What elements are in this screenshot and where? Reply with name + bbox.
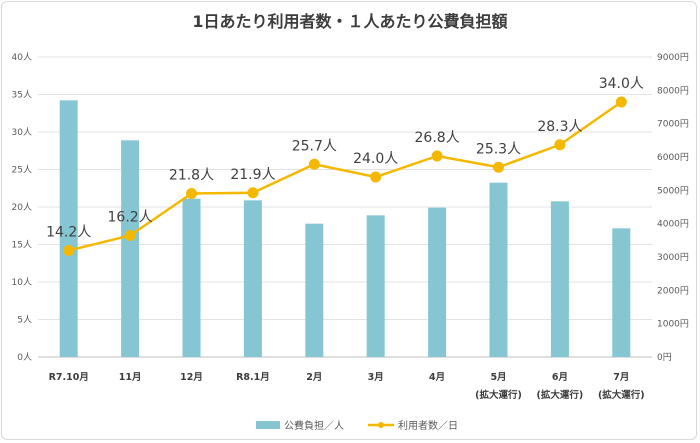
x-axis-tick-label: (拡大運行): [598, 389, 645, 401]
x-axis-tick-label: R7.10月: [49, 372, 89, 383]
line-point: [431, 150, 443, 162]
right-axis-tick-label: 6000円: [657, 152, 689, 163]
left-axis-tick-label: 30人: [12, 127, 32, 138]
left-axis-tick-label: 35人: [12, 90, 32, 101]
x-axis-tick-label: 12月: [180, 372, 203, 383]
x-axis-tick-label: (拡大運行): [475, 389, 522, 401]
bar: [59, 100, 78, 357]
left-axis-tick-label: 5人: [17, 315, 32, 326]
legend-swatch-bar: [256, 421, 280, 429]
legend-swatch-marker: [378, 422, 384, 428]
line-point: [308, 158, 320, 170]
line-point: [247, 187, 259, 199]
x-axis-tick-label: 11月: [119, 372, 142, 383]
right-axis-tick-label: 0円: [657, 352, 672, 363]
line-point: [493, 161, 504, 173]
chart-title: 1日あたり利用者数・１人あたり公費負担額: [192, 12, 508, 31]
right-axis-tick-label: 4000円: [657, 219, 689, 230]
x-axis-tick-label: 3月: [368, 372, 384, 383]
data-label: 24.0人: [353, 151, 398, 167]
bar: [182, 198, 201, 357]
data-label: 26.8人: [415, 130, 460, 146]
left-axis-tick-label: 15人: [12, 240, 32, 251]
x-axis-tick-label: R8.1月: [236, 372, 270, 383]
data-label: 25.7人: [292, 138, 337, 154]
bar: [550, 201, 569, 357]
left-axis-tick-label: 10人: [12, 277, 32, 288]
right-axis-tick-label: 2000円: [657, 285, 689, 296]
line-point: [370, 171, 382, 183]
x-axis-tick-label: 2月: [306, 372, 322, 383]
line-point: [554, 139, 566, 151]
x-axis-tick-label: 5月: [490, 372, 506, 383]
line-point: [186, 188, 197, 199]
data-label: 14.2人: [46, 225, 91, 241]
legend-label: 利用者数／日: [398, 419, 458, 432]
line-point: [63, 245, 75, 256]
x-axis-tick-label: 7月: [613, 372, 629, 383]
right-axis-tick-label: 7000円: [657, 119, 689, 130]
x-axis-tick-label: 4月: [429, 372, 445, 383]
left-axis-tick-label: 20人: [12, 202, 32, 213]
x-axis-tick-label: 6月: [552, 372, 568, 383]
data-label: 28.3人: [537, 119, 582, 135]
data-label: 25.3人: [476, 141, 521, 157]
bar: [489, 182, 508, 357]
bar: [428, 207, 447, 357]
data-label: 34.0人: [599, 76, 644, 92]
bar: [305, 223, 324, 357]
data-label: 21.9人: [230, 167, 275, 183]
right-axis-tick-label: 1000円: [657, 319, 689, 330]
right-axis-tick-label: 9000円: [657, 52, 689, 63]
bar: [612, 228, 631, 357]
line-point: [615, 96, 627, 108]
legend-label: 公費負担／人: [284, 419, 344, 432]
data-label: 16.2人: [108, 210, 153, 226]
left-axis-tick-label: 40人: [12, 52, 32, 63]
left-axis-tick-label: 25人: [12, 165, 32, 176]
x-axis-tick-label: (拡大運行): [537, 389, 584, 401]
right-axis-tick-label: 5000円: [657, 185, 689, 196]
right-axis-tick-label: 8000円: [657, 85, 689, 96]
data-label: 21.8人: [169, 168, 214, 184]
bar: [243, 200, 262, 357]
series-line: [68, 100, 623, 252]
bar: [366, 215, 385, 357]
bar: [121, 140, 140, 357]
right-axis-tick-label: 3000円: [657, 252, 689, 263]
line-point: [124, 230, 136, 241]
left-axis-tick-label: 0人: [17, 352, 32, 363]
